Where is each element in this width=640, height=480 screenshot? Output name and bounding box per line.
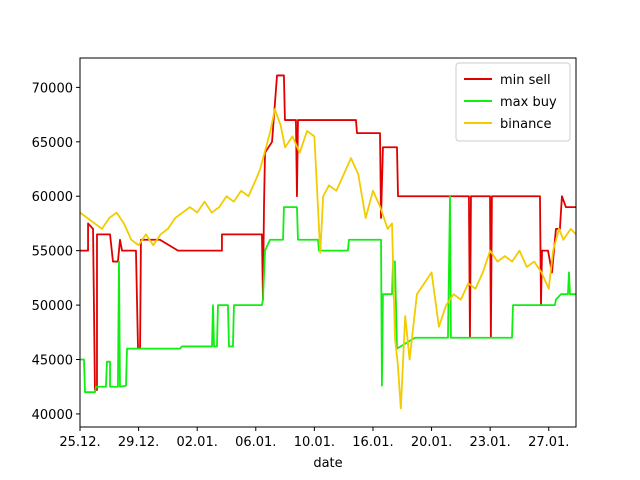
x-tick-label: 27.01. xyxy=(528,435,569,450)
y-tick-label: 50000 xyxy=(32,299,73,314)
x-tick-label: 23.01. xyxy=(469,435,510,450)
legend-box xyxy=(455,62,571,142)
x-tick-label: 06.01. xyxy=(235,435,276,450)
plot-area xyxy=(80,74,576,410)
x-axis-label: date xyxy=(313,456,342,471)
x-tick-label: 02.01. xyxy=(177,435,218,450)
legend-label: max buy xyxy=(500,95,557,110)
y-tick-label: 45000 xyxy=(32,354,73,369)
axes-frame xyxy=(79,57,577,428)
y-tick-label: 40000 xyxy=(32,408,73,423)
y-tick-label: 55000 xyxy=(32,245,73,260)
series-line xyxy=(80,74,576,391)
x-tick-label: 16.01. xyxy=(352,435,393,450)
y-tick-label: 70000 xyxy=(32,81,73,96)
x-tick-label: 10.01. xyxy=(294,435,335,450)
legend-label: binance xyxy=(500,117,551,132)
y-tick-label: 60000 xyxy=(32,190,73,205)
series-line xyxy=(80,108,576,410)
x-tick-label: 25.12. xyxy=(59,435,100,450)
y-tick-label: 65000 xyxy=(32,136,73,151)
series-line xyxy=(80,195,576,394)
x-tick-label: 29.12. xyxy=(118,435,159,450)
legend-label: min sell xyxy=(500,73,551,88)
x-tick-label: 20.01. xyxy=(411,435,452,450)
